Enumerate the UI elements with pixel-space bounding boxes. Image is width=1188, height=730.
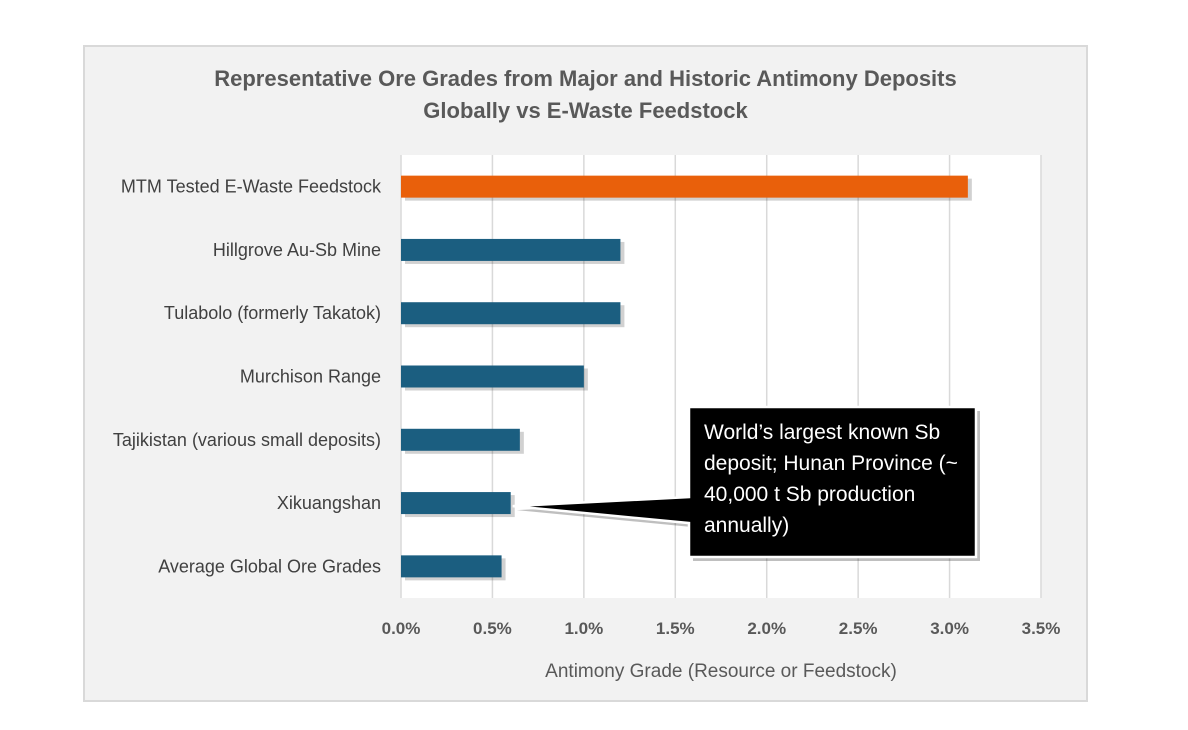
x-tick-label: 0.0% [382,619,421,638]
category-label: Average Global Ore Grades [158,556,381,576]
bar [401,492,511,515]
bar [401,302,621,325]
callout-text: World’s largest known Sb deposit; Hunan … [704,421,958,537]
x-tick-label: 1.5% [656,619,695,638]
bar [401,238,621,261]
x-tick-label: 2.5% [839,619,878,638]
x-tick-label: 0.5% [473,619,512,638]
x-tick-label: 2.0% [747,619,786,638]
category-label: Hillgrove Au-Sb Mine [213,240,381,260]
category-label: Murchison Range [240,367,381,387]
x-tick-label: 3.5% [1022,619,1061,638]
chart-subtitle: Globally vs E-Waste Feedstock [423,98,748,123]
bar [401,555,502,578]
bar [401,365,584,388]
category-label: MTM Tested E-Waste Feedstock [121,177,382,197]
x-tick-label: 3.0% [930,619,969,638]
category-label: Tulabolo (formerly Takatok) [164,303,381,323]
x-axis-title: Antimony Grade (Resource or Feedstock) [545,661,897,682]
callout-box [512,405,978,559]
category-label: Xikuangshan [277,493,381,513]
category-label: Tajikistan (various small deposits) [113,430,381,450]
chart-title: Representative Ore Grades from Major and… [214,66,957,91]
bar [401,175,968,198]
x-tick-label: 1.0% [564,619,603,638]
bar [401,428,520,451]
